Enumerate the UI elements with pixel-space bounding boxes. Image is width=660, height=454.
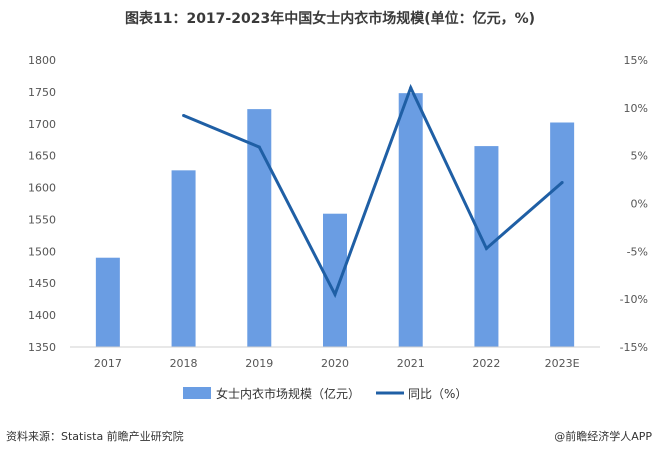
bar-2018: [171, 170, 196, 347]
ticks-layer: 2017 2018 2019 2020 2021 2022 2023E 1350 1400 145…: [28, 54, 648, 370]
y-left-tick-label: 1800: [28, 54, 56, 67]
growth-point: [484, 246, 488, 250]
growth-line: [182, 83, 564, 299]
y-right-tick-label: -10%: [620, 293, 648, 306]
y-left-tick-label: 1650: [28, 150, 56, 163]
x-tick-label: 2023E: [545, 357, 580, 370]
y-left-tick-label: 1450: [28, 277, 56, 290]
x-tick-label: 2019: [245, 357, 273, 370]
y-right-tick-label: -15%: [620, 341, 648, 354]
x-tick-label: 2017: [94, 357, 122, 370]
y-left-tick-label: 1400: [28, 309, 56, 322]
y-left-tick-label: 1700: [28, 118, 56, 131]
y-right-tick-label: 5%: [631, 150, 648, 163]
x-tick-label: 2020: [321, 357, 349, 370]
legend-bar-label: 女士内衣市场规模（亿元）: [216, 386, 360, 401]
x-tick-label: 2022: [472, 357, 500, 370]
y-left-tick-label: 1500: [28, 245, 56, 258]
y-left-tick-label: 1600: [28, 182, 56, 195]
line-layer: [182, 83, 564, 299]
legend-bar-swatch: [183, 387, 211, 399]
legend: 女士内衣市场规模（亿元） 同比（%）: [183, 386, 467, 401]
growth-point: [560, 180, 564, 184]
y-left-tick-label: 1750: [28, 86, 56, 99]
x-tick-label: 2018: [170, 357, 198, 370]
bar-2021: [398, 93, 423, 347]
bars-layer: [95, 93, 575, 347]
y-right-tick-label: -5%: [627, 245, 648, 258]
x-tick-label: 2021: [397, 357, 425, 370]
source-note: 资料来源：Statista 前瞻产业研究院: [6, 430, 184, 443]
y-right-tick-label: 0%: [631, 198, 648, 211]
legend-line-label: 同比（%）: [408, 387, 467, 401]
y-right-tick-label: 15%: [624, 54, 648, 67]
y-left-tick-label: 1550: [28, 213, 56, 226]
growth-point: [409, 86, 413, 90]
bar-2023E: [550, 122, 575, 347]
bar-2019: [247, 109, 272, 347]
growth-point: [333, 292, 337, 296]
y-left-tick-label: 1350: [28, 341, 56, 354]
growth-point: [257, 145, 261, 149]
growth-point: [182, 113, 186, 117]
chart-title: 图表11：2017-2023年中国女士内衣市场规模(单位：亿元，%): [124, 11, 536, 27]
y-right-tick-label: 10%: [624, 102, 648, 115]
brand-credit: @前瞻经济学人APP: [554, 430, 652, 443]
bar-2017: [95, 257, 120, 347]
